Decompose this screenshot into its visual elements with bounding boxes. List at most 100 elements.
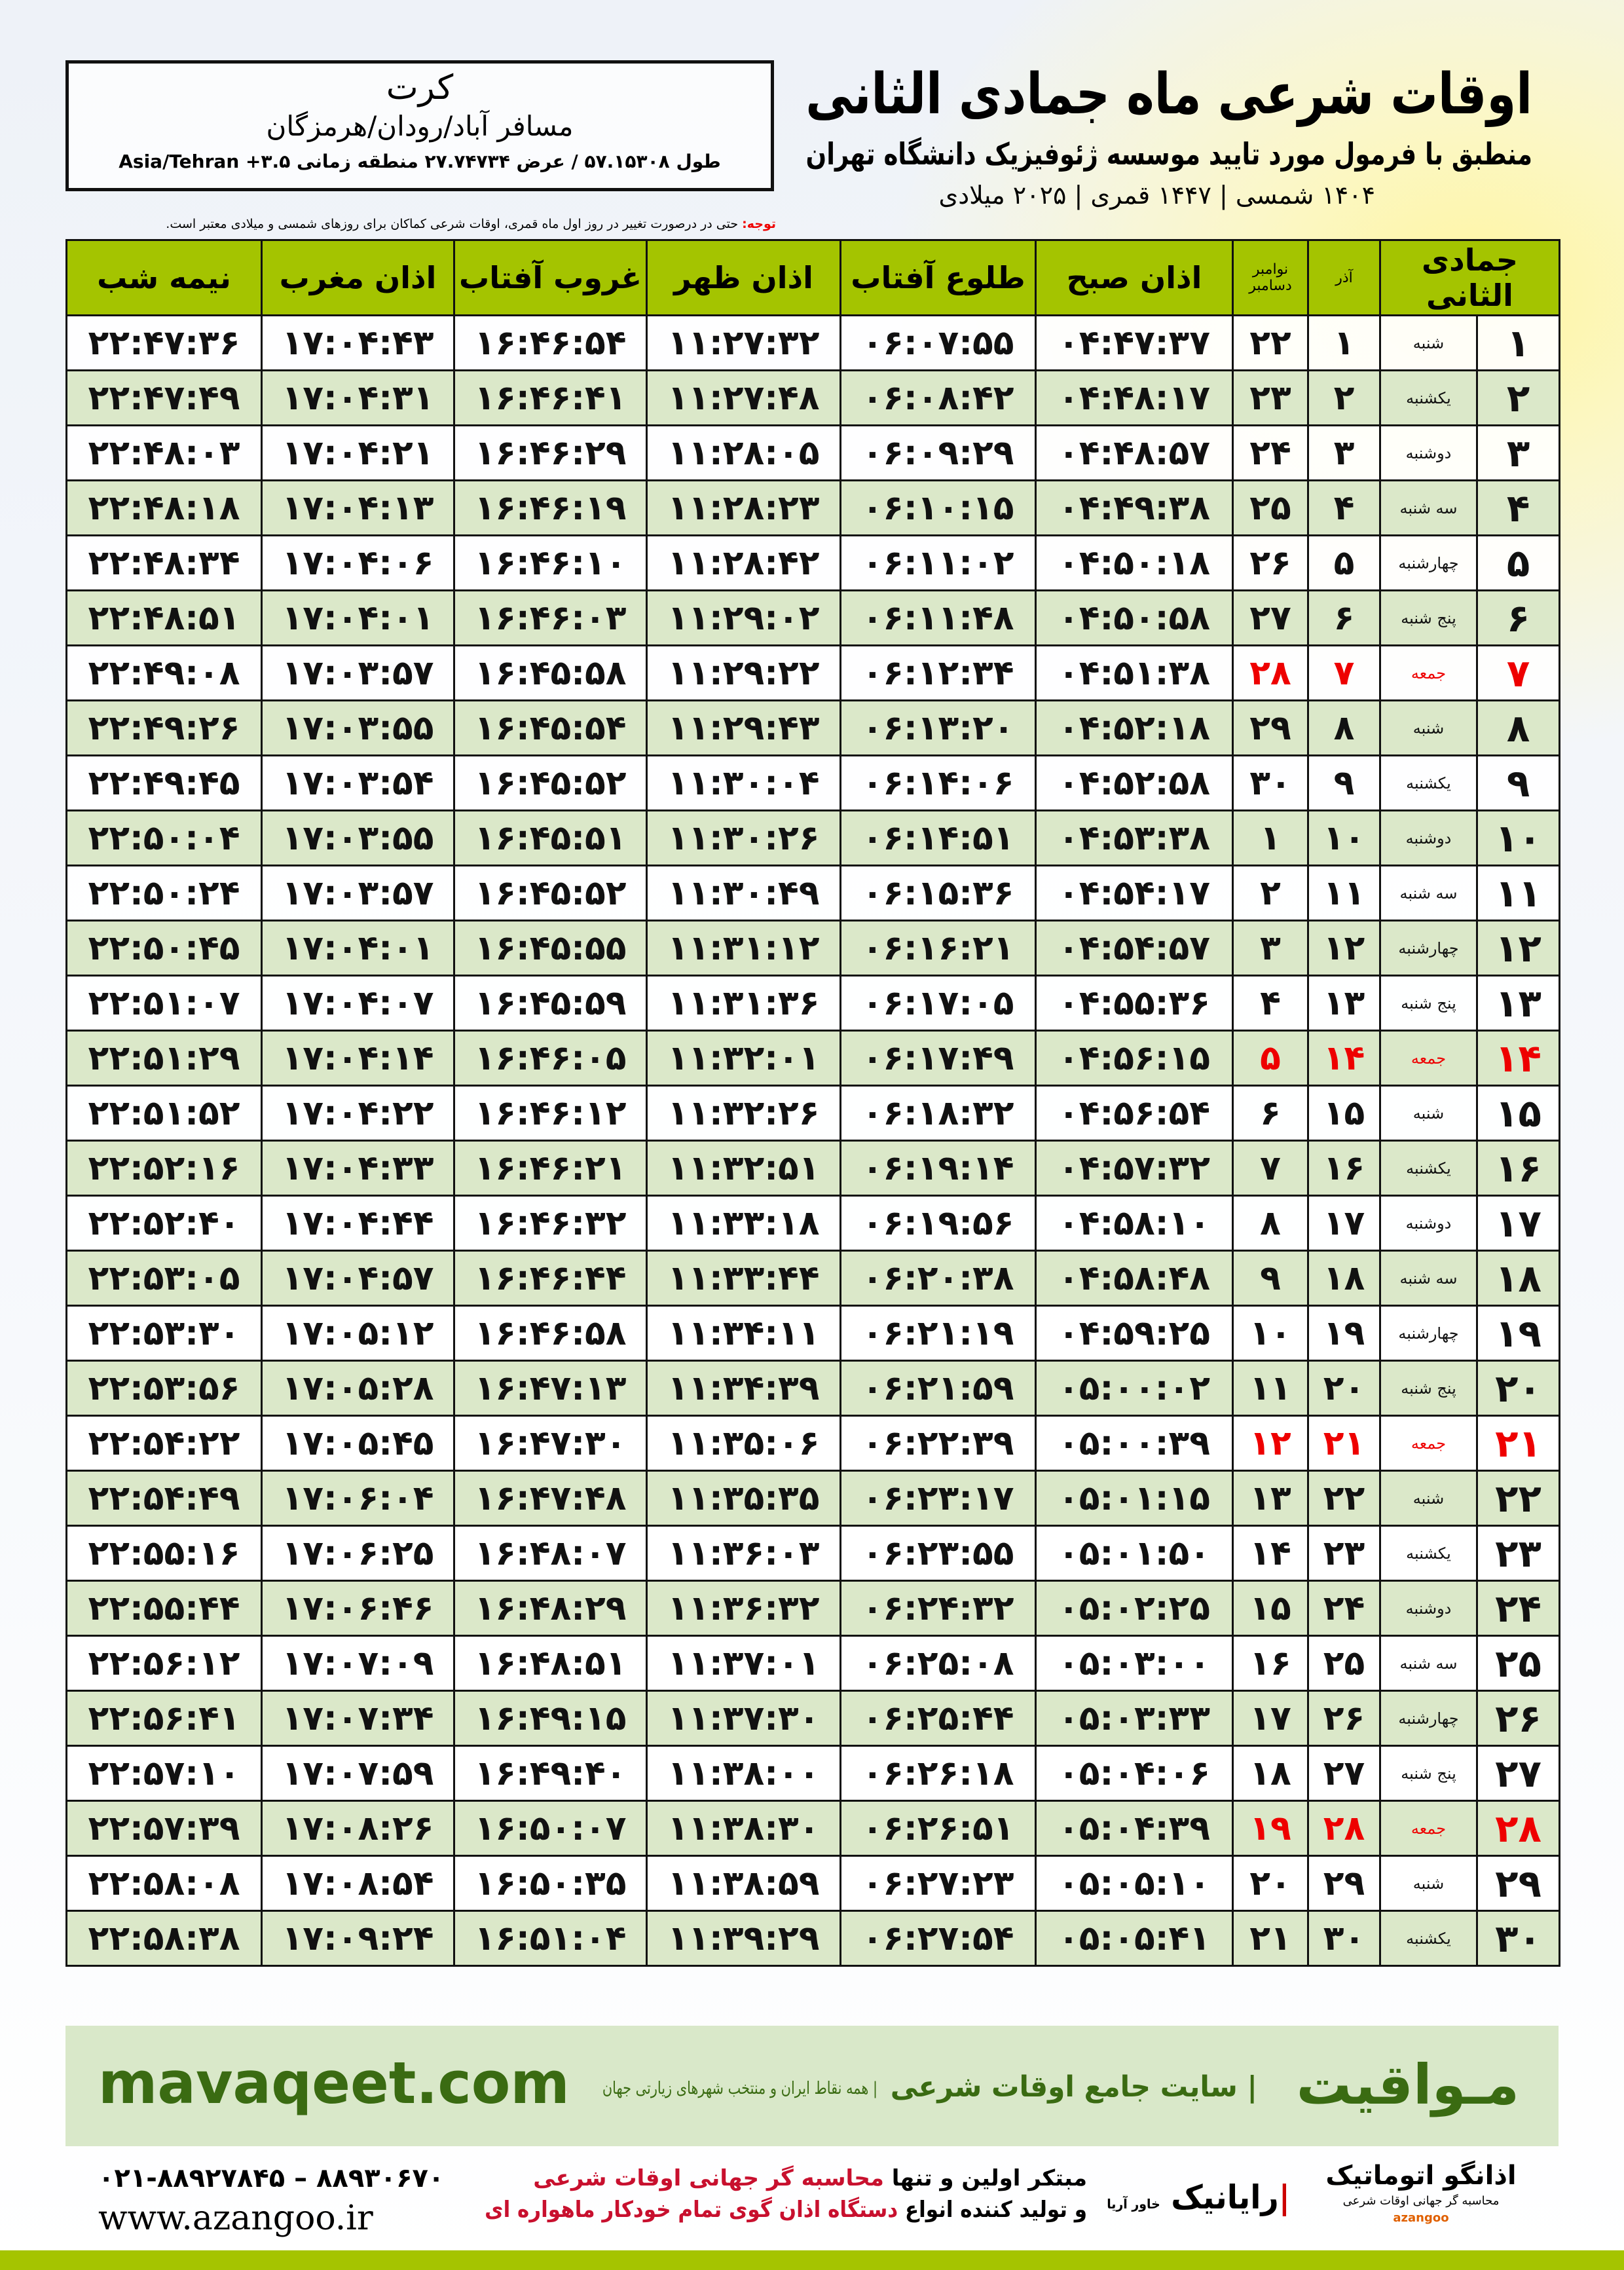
weekday: دوشنبه (1378, 424, 1479, 481)
year-line: ۱۴۰۴ شمسی | ۱۴۴۷ قمری | ۲۰۲۵ میلادی (938, 181, 1375, 210)
greg-day: ۹ (1232, 1250, 1309, 1307)
hijri-day: ۲۹ (1476, 1855, 1561, 1912)
sunset-time: ۱۶:۴۷:۳۰ (453, 1415, 648, 1472)
hijri-day: ۱۰ (1476, 809, 1561, 866)
sunset-time: ۱۶:۴۹:۱۵ (453, 1690, 648, 1747)
hijri-day: ۲ (1476, 369, 1561, 426)
maghrib-time: ۱۷:۰۵:۲۸ (261, 1360, 455, 1417)
azar-day: ۹ (1307, 754, 1381, 811)
header-sunset: غروب آفتاب (453, 239, 648, 316)
fajr-time: ۰۴:۵۱:۳۸ (1035, 644, 1234, 701)
greg-day: ۱۱ (1232, 1360, 1309, 1417)
sunset-time: ۱۶:۵۰:۳۵ (453, 1855, 648, 1912)
greg-day: ۵ (1232, 1030, 1309, 1087)
dhuhr-time: ۱۱:۳۸:۳۰ (646, 1800, 841, 1857)
header-midnight: نیمه شب (65, 239, 263, 316)
weekday: سه شنبه (1378, 1250, 1479, 1307)
fajr-time: ۰۵:۰۴:۳۹ (1035, 1800, 1234, 1857)
dhuhr-time: ۱۱:۳۰:۲۶ (646, 809, 841, 866)
sunrise-time: ۰۶:۰۹:۲۹ (840, 424, 1037, 481)
fajr-time: ۰۴:۵۴:۵۷ (1035, 920, 1234, 977)
azar-day: ۲۴ (1307, 1580, 1381, 1637)
greg-day: ۲۷ (1232, 589, 1309, 646)
hijri-day: ۲۷ (1476, 1745, 1561, 1802)
greg-day: ۱۶ (1232, 1635, 1309, 1692)
greg-day: ۸ (1232, 1195, 1309, 1252)
mavaqeet-link[interactable]: mavaqeet.com (98, 2049, 570, 2117)
table-row: ۱۹ چهارشنبه ۱۹ ۱۰ ۰۴:۵۹:۲۵ ۰۶:۲۱:۱۹ ۱۱:۳۴:۱۱ ۱۶… (65, 1305, 1561, 1362)
greg-day: ۱۸ (1232, 1745, 1309, 1802)
coordinates: طول ۵۷.۱۵۳۰۸ / عرض ۲۷.۷۴۷۳۴ منطقه زمانی … (119, 151, 721, 172)
maghrib-time: ۱۷:۰۶:۲۵ (261, 1525, 455, 1582)
sunrise-time: ۰۶:۲۰:۳۸ (840, 1250, 1037, 1307)
hijri-day: ۲۶ (1476, 1690, 1561, 1747)
sunrise-time: ۰۶:۱۹:۱۴ (840, 1140, 1037, 1197)
weekday: چهارشنبه (1378, 534, 1479, 591)
sunset-time: ۱۶:۴۵:۵۴ (453, 699, 648, 756)
fajr-time: ۰۴:۵۶:۱۵ (1035, 1030, 1234, 1087)
fajr-time: ۰۵:۰۲:۲۵ (1035, 1580, 1234, 1637)
hijri-day: ۲۸ (1476, 1800, 1561, 1857)
fajr-time: ۰۵:۰۱:۵۰ (1035, 1525, 1234, 1582)
azangoo-logo-sub: محاسبه گر جهانی اوقات شرعی (1342, 2194, 1500, 2208)
rayanik-logo: |رایانیک خاور آریا (1107, 2178, 1290, 2216)
sunset-time: ۱۶:۴۵:۵۲ (453, 865, 648, 921)
header-hijri: جمادی الثانی (1378, 239, 1561, 316)
azangoo-link[interactable]: www.azangoo.ir (98, 2199, 373, 2238)
sunrise-time: ۰۶:۱۱:۰۲ (840, 534, 1037, 591)
hijri-day: ۱۱ (1476, 865, 1561, 921)
dhuhr-time: ۱۱:۳۳:۱۸ (646, 1195, 841, 1252)
midnight-time: ۲۲:۵۶:۴۱ (65, 1690, 263, 1747)
table-row: ۱۷ دوشنبه ۱۷ ۸ ۰۴:۵۸:۱۰ ۰۶:۱۹:۵۶ ۱۱:۳۳:۱۸ ۱۶:۴۶… (65, 1195, 1561, 1252)
hijri-day: ۳ (1476, 424, 1561, 481)
sunrise-time: ۰۶:۱۵:۳۶ (840, 865, 1037, 921)
fajr-time: ۰۴:۵۹:۲۵ (1035, 1305, 1234, 1362)
table-row: ۱۵ شنبه ۱۵ ۶ ۰۴:۵۶:۵۴ ۰۶:۱۸:۳۲ ۱۱:۳۲:۲۶ ۱۶:۴۶:۱… (65, 1085, 1561, 1142)
greg-day: ۳ (1232, 920, 1309, 977)
mavaqeet-slogan: | سایت جامع اوقات شرعی (890, 2070, 1257, 2104)
maghrib-time: ۱۷:۰۴:۲۲ (261, 1085, 455, 1142)
sunset-time: ۱۶:۴۸:۵۱ (453, 1635, 648, 1692)
greg-day: ۲۲ (1232, 314, 1309, 371)
header-azar: آذر (1307, 239, 1381, 316)
weekday: شنبه (1378, 1470, 1479, 1527)
weekday: پنج شنبه (1378, 975, 1479, 1032)
weekday: جمعه (1378, 1800, 1479, 1857)
note-label: توجه: (742, 217, 776, 231)
midnight-time: ۲۲:۴۸:۳۴ (65, 534, 263, 591)
maghrib-time: ۱۷:۰۵:۱۲ (261, 1305, 455, 1362)
hijri-day: ۶ (1476, 589, 1561, 646)
greg-day: ۱۰ (1232, 1305, 1309, 1362)
table-row: ۲۱ جمعه ۲۱ ۱۲ ۰۵:۰۰:۳۹ ۰۶:۲۲:۳۹ ۱۱:۳۵:۰۶ ۱۶:۴۷:… (65, 1415, 1561, 1472)
table-row: ۸ شنبه ۸ ۲۹ ۰۴:۵۲:۱۸ ۰۶:۱۳:۲۰ ۱۱:۲۹:۴۳ ۱۶:۴۵:۵۴… (65, 699, 1561, 756)
table-row: ۲۴ دوشنبه ۲۴ ۱۵ ۰۵:۰۲:۲۵ ۰۶:۲۴:۳۲ ۱۱:۳۶:۳۲ ۱۶:۴… (65, 1580, 1561, 1637)
midnight-time: ۲۲:۴۷:۴۹ (65, 369, 263, 426)
hijri-day: ۲۲ (1476, 1470, 1561, 1527)
azar-day: ۲۲ (1307, 1470, 1381, 1527)
midnight-time: ۲۲:۴۹:۲۶ (65, 699, 263, 756)
dhuhr-time: ۱۱:۲۷:۴۸ (646, 369, 841, 426)
sunrise-time: ۰۶:۱۱:۴۸ (840, 589, 1037, 646)
dhuhr-time: ۱۱:۳۶:۰۳ (646, 1525, 841, 1582)
weekday: یکشنبه (1378, 1525, 1479, 1582)
dhuhr-time: ۱۱:۳۰:۰۴ (646, 754, 841, 811)
table-row: ۹ یکشنبه ۹ ۳۰ ۰۴:۵۲:۵۸ ۰۶:۱۴:۰۶ ۱۱:۳۰:۰۴ ۱۶:۴۵:… (65, 754, 1561, 811)
azangoo-logo-text: اذانگو اتوماتیک (1325, 2161, 1517, 2191)
table-row: ۳ دوشنبه ۳ ۲۴ ۰۴:۴۸:۵۷ ۰۶:۰۹:۲۹ ۱۱:۲۸:۰۵ ۱۶:۴۶:… (65, 424, 1561, 481)
mavaqeet-banner: مـواقیت | سایت جامع اوقات شرعی | همه نقا… (65, 2026, 1559, 2146)
hijri-day: ۲۰ (1476, 1360, 1561, 1417)
azar-day: ۱۰ (1307, 809, 1381, 866)
fajr-time: ۰۴:۵۳:۳۸ (1035, 809, 1234, 866)
greg-day: ۲۱ (1232, 1910, 1309, 1967)
header-sunrise: طلوع آفتاب (840, 239, 1037, 316)
sunrise-time: ۰۶:۲۷:۵۴ (840, 1910, 1037, 1967)
dhuhr-time: ۱۱:۲۷:۳۲ (646, 314, 841, 371)
table-row: ۲۵ سه شنبه ۲۵ ۱۶ ۰۵:۰۳:۰۰ ۰۶:۲۵:۰۸ ۱۱:۳۷:۰۱ ۱۶:… (65, 1635, 1561, 1692)
weekday: سه شنبه (1378, 479, 1479, 536)
hijri-day: ۳۰ (1476, 1910, 1561, 1967)
table-row: ۲۳ یکشنبه ۲۳ ۱۴ ۰۵:۰۱:۵۰ ۰۶:۲۳:۵۵ ۱۱:۳۶:۰۳ ۱۶:۴… (65, 1525, 1561, 1582)
weekday: چهارشنبه (1378, 920, 1479, 977)
midnight-time: ۲۲:۵۵:۱۶ (65, 1525, 263, 1582)
sunrise-time: ۰۶:۱۸:۳۲ (840, 1085, 1037, 1142)
mavaqeet-logo: مـواقیت (1296, 2053, 1519, 2117)
